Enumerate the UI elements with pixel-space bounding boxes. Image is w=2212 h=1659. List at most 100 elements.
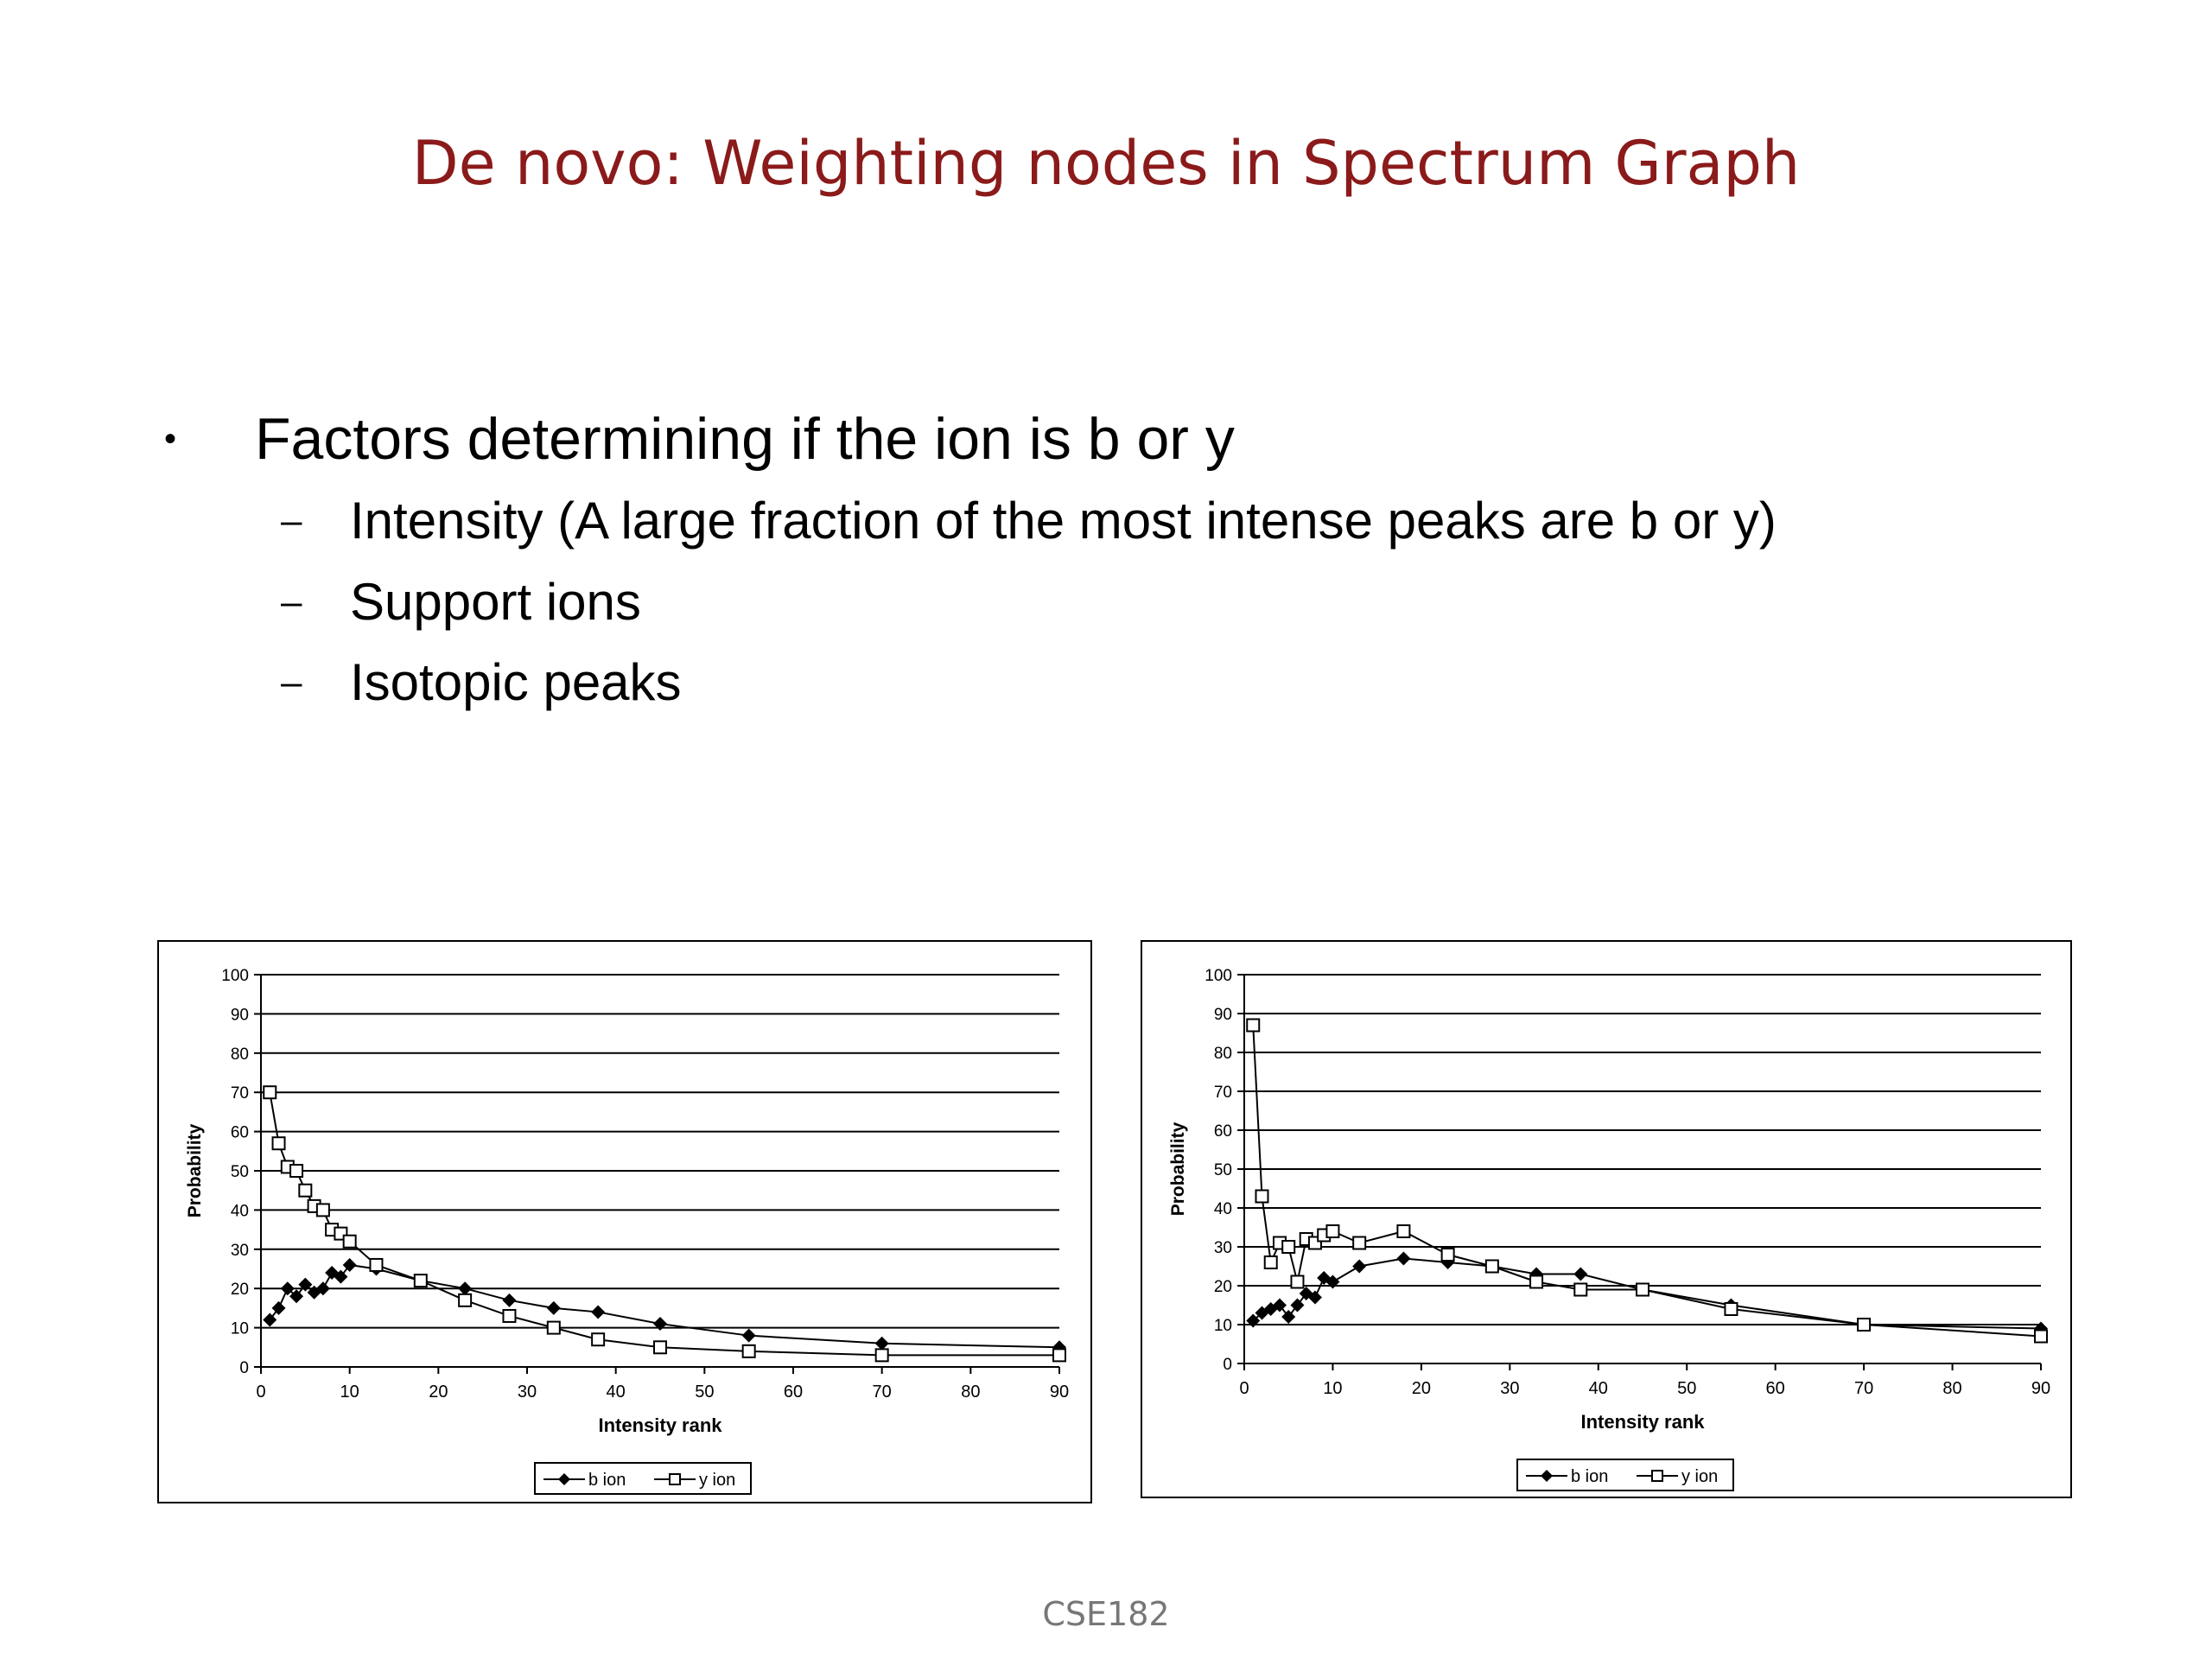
- b-ion-point: [458, 1281, 473, 1296]
- y-ion-point: [271, 1136, 286, 1151]
- y-tick-label: 90: [1214, 1006, 1232, 1024]
- y-ion-point: [1263, 1255, 1278, 1269]
- main-bullet-text: Factors determining if the ion is b or y: [255, 406, 1235, 472]
- sub-bullet-marker: –: [281, 661, 302, 703]
- y-tick-label: 40: [1214, 1200, 1232, 1218]
- y-ion-point: [342, 1234, 357, 1249]
- legend-label: y ion: [699, 1471, 735, 1490]
- y-ion-point: [458, 1293, 473, 1307]
- chart-left-svg: 0 10 20 30 40 50 60 70 80 90 100 0 10 20 30 40 50 60 70 80 9…: [185, 967, 1069, 1495]
- y-ion-point: [1352, 1236, 1367, 1250]
- x-tick-label: 90: [2031, 1379, 2050, 1398]
- sub-bullet-text: Isotopic peaks: [350, 653, 682, 711]
- x-tick-label: 70: [1854, 1379, 1873, 1398]
- slide-title: De novo: Weighting nodes in Spectrum Gra…: [411, 128, 1801, 199]
- y-ion-point: [1052, 1348, 1066, 1363]
- y-ion-point: [2034, 1329, 2048, 1344]
- y-tick-label: 20: [231, 1281, 249, 1299]
- b-ion-point: [298, 1277, 313, 1292]
- y-tick-label: 100: [1205, 967, 1232, 985]
- legend-label: b ion: [1571, 1467, 1608, 1486]
- legend-label: y ion: [1681, 1467, 1718, 1486]
- b-ion-point: [741, 1328, 756, 1343]
- y-ion-point: [289, 1164, 304, 1178]
- y-tick-label: 90: [231, 1006, 249, 1024]
- y-ion-point: [1484, 1259, 1499, 1274]
- y-ion-point: [1724, 1302, 1738, 1316]
- b-ion-point: [280, 1281, 295, 1296]
- y-ion-point: [298, 1183, 313, 1198]
- bullet-marker: •: [164, 420, 177, 458]
- x-tick-label: 30: [518, 1382, 537, 1402]
- x-tick-label: 0: [256, 1382, 265, 1402]
- slide-footer: CSE182: [1042, 1595, 1170, 1633]
- x-tick-label: 80: [1942, 1379, 1961, 1398]
- y-ion-point: [653, 1340, 667, 1355]
- b-ion-point: [1263, 1302, 1278, 1316]
- y-axis-label: Probability: [1168, 1122, 1188, 1216]
- legend-y-ion-marker: [669, 1473, 681, 1485]
- sub-bullet-text: Support ions: [350, 573, 641, 631]
- x-tick-label: 60: [1766, 1379, 1785, 1398]
- y-tick-label: 10: [231, 1320, 249, 1338]
- b-ion-point: [591, 1305, 606, 1319]
- x-axis-label: Intensity rank: [598, 1414, 722, 1436]
- y-ion-point: [1396, 1224, 1411, 1238]
- b-ion-point: [1281, 1310, 1296, 1324]
- y-tick-label: 80: [231, 1046, 249, 1064]
- b-ion-point: [315, 1281, 330, 1296]
- b-ion-point: [653, 1317, 667, 1332]
- legend-label: b ion: [588, 1471, 626, 1490]
- y-ion-point: [874, 1348, 889, 1363]
- y-tick-label: 40: [231, 1202, 249, 1220]
- y-ion-point: [413, 1274, 428, 1288]
- y-ion-point: [741, 1344, 756, 1358]
- y-ion-point: [1325, 1224, 1340, 1238]
- x-tick-label: 90: [1050, 1382, 1069, 1402]
- y-ion-point: [546, 1320, 561, 1335]
- y-tick-label: 80: [1214, 1045, 1232, 1063]
- b-ion-point: [1325, 1274, 1340, 1289]
- b-ion-point: [1307, 1290, 1322, 1305]
- x-axis-label: Intensity rank: [1580, 1411, 1705, 1433]
- y-tick-label: 100: [221, 967, 249, 985]
- x-tick-label: 40: [607, 1382, 626, 1402]
- y-ion-point: [591, 1332, 606, 1347]
- x-tick-label: 0: [1239, 1379, 1249, 1398]
- y-tick-label: 50: [1214, 1161, 1232, 1179]
- sub-bullet-text: Intensity (A large fraction of the most …: [350, 492, 1777, 550]
- x-tick-label: 70: [873, 1382, 892, 1402]
- b-ion-point: [1272, 1298, 1287, 1313]
- y-ion-point: [315, 1203, 330, 1217]
- y-tick-label: 70: [1214, 1084, 1232, 1102]
- x-tick-label: 60: [784, 1382, 803, 1402]
- b-ion-point: [1052, 1340, 1066, 1355]
- y-ion-point: [1255, 1189, 1269, 1204]
- y-ion-point: [1290, 1274, 1305, 1289]
- series-line: [269, 1263, 1060, 1349]
- chart-right-svg: 0 10 20 30 40 50 60 70 80 90 100 0 10 20 30 40 50 60 70 80 9…: [1168, 967, 2050, 1491]
- y-ion-point: [1636, 1282, 1649, 1297]
- b-ion-point: [325, 1266, 340, 1281]
- x-tick-label: 10: [1323, 1379, 1342, 1398]
- y-tick-label: 20: [1214, 1278, 1232, 1296]
- y-ion-point: [369, 1257, 384, 1272]
- legend-y-ion-marker: [1651, 1470, 1663, 1482]
- b-ion-point: [271, 1300, 286, 1315]
- y-ion-point: [1440, 1248, 1455, 1262]
- b-ion-point: [263, 1313, 277, 1327]
- chart-left: 0 10 20 30 40 50 60 70 80 90 100 0 10 20 30 40 50 60 70 80 9…: [157, 940, 1092, 1503]
- x-tick-label: 50: [1677, 1379, 1696, 1398]
- x-tick-label: 20: [429, 1382, 448, 1402]
- x-tick-label: 10: [340, 1382, 359, 1402]
- legend-b-ion-marker: [558, 1473, 570, 1485]
- y-tick-label: 30: [231, 1242, 249, 1260]
- y-ion-point: [502, 1308, 517, 1323]
- y-tick-label: 30: [1214, 1239, 1232, 1257]
- x-tick-label: 40: [1589, 1379, 1608, 1398]
- x-tick-label: 80: [961, 1382, 980, 1402]
- y-ion-point: [1281, 1240, 1296, 1254]
- y-ion-point: [1573, 1282, 1588, 1297]
- b-ion-point: [342, 1257, 357, 1272]
- y-ion-point: [1529, 1274, 1544, 1289]
